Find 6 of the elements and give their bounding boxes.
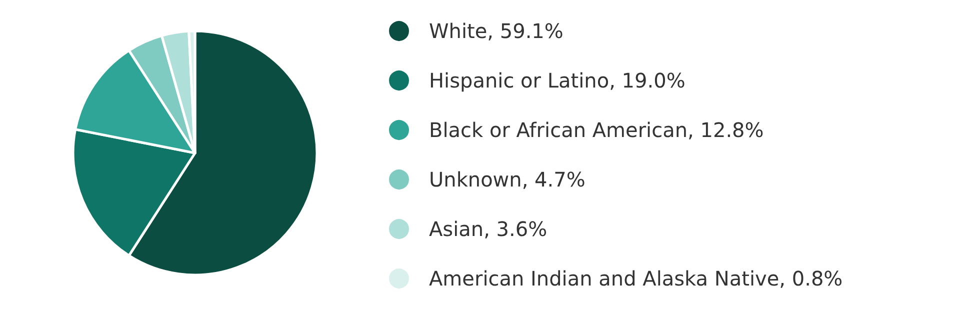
- legend-label: Unknown, 4.7%: [429, 168, 586, 192]
- legend-label: Black or African American, 12.8%: [429, 118, 764, 142]
- legend-label: White, 59.1%: [429, 19, 564, 43]
- legend-label: American Indian and Alaska Native, 0.8%: [429, 266, 843, 290]
- legend-label: Asian, 3.6%: [429, 217, 548, 241]
- legend-label: Hispanic or Latino, 19.0%: [429, 68, 686, 92]
